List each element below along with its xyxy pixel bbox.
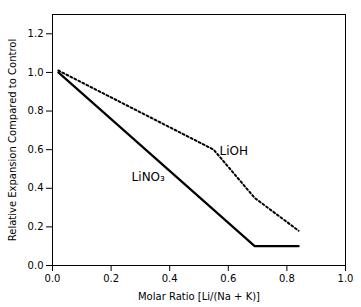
svg-text:1.2: 1.2 [28, 28, 44, 39]
svg-text:0.8: 0.8 [28, 105, 44, 116]
svg-text:0.8: 0.8 [279, 273, 295, 284]
svg-text:Molar Ratio [Li/(Na + K)]: Molar Ratio [Li/(Na + K)] [138, 291, 260, 302]
svg-text:1.0: 1.0 [338, 273, 354, 284]
svg-text:Relative Expansion Compared to: Relative Expansion Compared to Control [7, 39, 18, 241]
svg-text:0.0: 0.0 [45, 273, 61, 284]
svg-text:0.2: 0.2 [28, 221, 44, 232]
svg-text:LiNO₃: LiNO₃ [132, 170, 165, 184]
svg-text:0.2: 0.2 [103, 273, 119, 284]
svg-text:0.6: 0.6 [220, 273, 236, 284]
svg-text:1.0: 1.0 [28, 67, 44, 78]
svg-text:0.0: 0.0 [28, 260, 44, 271]
svg-text:0.6: 0.6 [28, 144, 44, 155]
svg-text:0.4: 0.4 [162, 273, 178, 284]
svg-text:LiOH: LiOH [220, 144, 249, 158]
svg-text:0.4: 0.4 [28, 182, 44, 193]
